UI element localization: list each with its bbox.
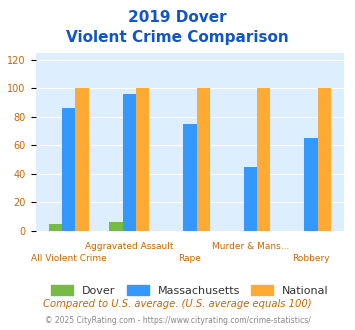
Text: © 2025 CityRating.com - https://www.cityrating.com/crime-statistics/: © 2025 CityRating.com - https://www.city… [45,315,310,325]
Bar [183,124,197,231]
Text: Aggravated Assault: Aggravated Assault [85,243,174,251]
Bar [76,88,89,231]
Bar [304,138,318,231]
Bar [109,222,123,231]
Text: All Violent Crime: All Violent Crime [31,254,107,263]
Text: Robbery: Robbery [292,254,330,263]
Bar [136,88,149,231]
Bar [62,108,76,231]
Bar [257,88,271,231]
Text: 2019 Dover: 2019 Dover [128,10,227,25]
Bar [49,224,62,231]
Bar [244,167,257,231]
Text: Murder & Mans...: Murder & Mans... [212,243,289,251]
Bar [197,88,210,231]
Text: Rape: Rape [179,254,201,263]
Text: Compared to U.S. average. (U.S. average equals 100): Compared to U.S. average. (U.S. average … [43,299,312,309]
Bar [318,88,331,231]
Legend: Dover, Massachusetts, National: Dover, Massachusetts, National [47,280,333,300]
Text: Violent Crime Comparison: Violent Crime Comparison [66,30,289,45]
Bar [123,94,136,231]
